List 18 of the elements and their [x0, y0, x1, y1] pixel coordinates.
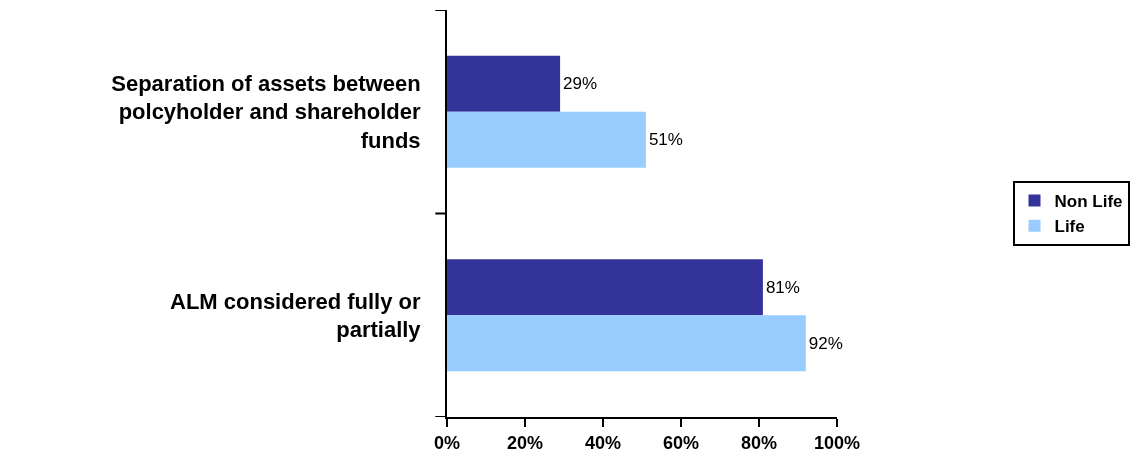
data-label: 81%: [765, 277, 800, 297]
y-tick-label: Separation of assets between polcyholder and shareholder funds: [111, 70, 422, 154]
legend-label: Non Life: [1054, 192, 1123, 212]
x-tick-label: 100%: [813, 432, 861, 453]
x-tick-label: 80%: [740, 432, 778, 453]
x-tick-label: 60%: [662, 432, 700, 453]
data-label: 51%: [648, 130, 683, 150]
x-tick-label: 0%: [433, 432, 461, 453]
y-tick-label: ALM considered fully or partially: [170, 288, 422, 343]
bar: [447, 259, 763, 316]
x-tick-label: 40%: [584, 432, 622, 453]
x-tick-label: 20%: [506, 432, 544, 453]
legend-label: Life: [1054, 217, 1085, 237]
data-label: 29%: [563, 74, 598, 94]
bar: [447, 111, 646, 168]
bar: [447, 315, 806, 372]
data-label: 92%: [808, 333, 843, 353]
bar: [447, 55, 561, 112]
